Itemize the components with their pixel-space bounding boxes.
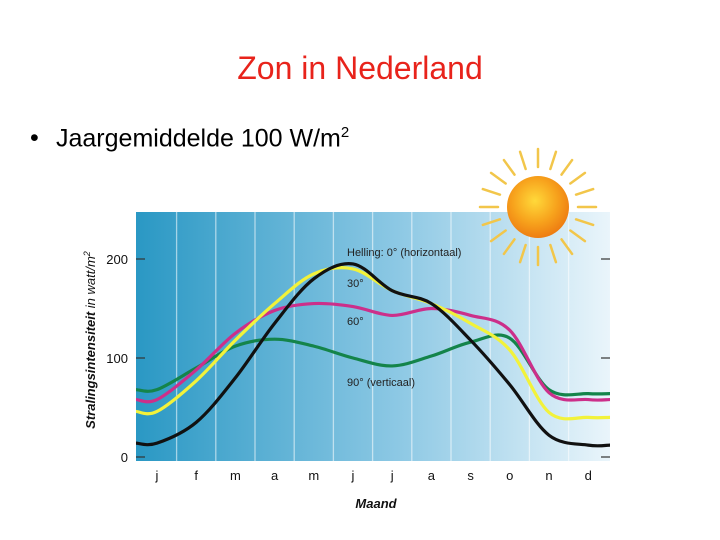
y-tick-label: 200 <box>106 252 128 267</box>
y-tick-label: 100 <box>106 351 128 366</box>
series-line <box>135 266 611 421</box>
y-axis-label-sup: 2 <box>82 251 92 257</box>
sun-ray <box>569 171 587 185</box>
x-tick-label: a <box>428 468 436 483</box>
x-tick-label: s <box>467 468 474 483</box>
sun-ray <box>560 158 574 176</box>
x-tick-label: n <box>545 468 552 483</box>
y-axis-label-rest: in watt/m <box>83 256 98 312</box>
sun-disc <box>507 176 569 238</box>
series-label: 60° <box>347 316 364 328</box>
x-tick-label: a <box>271 468 279 483</box>
sun-ray <box>489 171 507 185</box>
sun-ray <box>574 187 595 196</box>
sun-ray <box>518 243 527 264</box>
sun-ray <box>481 187 502 196</box>
sun-ray <box>549 243 558 264</box>
y-axis-label-bold: Stralingsintensiteit <box>83 311 98 429</box>
x-tick-label: j <box>351 468 355 483</box>
series-label: 30° <box>347 278 364 290</box>
sun-ray <box>502 158 516 176</box>
sun-ray <box>481 218 502 227</box>
series-lines <box>135 262 611 448</box>
y-axis-ticks: 0 100 200 <box>106 252 610 465</box>
sun-ray <box>549 150 558 171</box>
x-tick-label: f <box>194 468 198 483</box>
series-labels: Helling: 0° (horizontaal) 30° 60° 90° (vert… <box>347 247 461 389</box>
series-line <box>135 301 611 404</box>
x-tick-label: j <box>155 468 159 483</box>
sun-ray <box>518 150 527 171</box>
series-line <box>135 262 611 448</box>
x-tick-label: j <box>390 468 394 483</box>
sun-ray <box>502 238 516 256</box>
sun-ray <box>574 218 595 227</box>
slide-title: Zon in Nederland <box>237 50 483 86</box>
bullet-text: Jaargemiddelde 100 W/m <box>56 124 341 153</box>
bullet-dot-icon: • <box>30 124 39 153</box>
x-axis-label: Maand <box>355 496 397 511</box>
x-tick-label: m <box>308 468 319 483</box>
x-tick-label: m <box>230 468 241 483</box>
sun-icon <box>478 147 598 267</box>
x-tick-label: o <box>506 468 513 483</box>
bullet-point: • Jaargemiddelde 100 W/m2 <box>30 124 349 153</box>
sun-ray <box>560 238 574 256</box>
sun-ray <box>569 229 587 243</box>
x-tick-label: d <box>585 468 592 483</box>
bullet-superscript: 2 <box>340 124 350 141</box>
series-label: Helling: 0° (horizontaal) <box>347 247 461 259</box>
sun-ray <box>489 229 507 243</box>
y-axis-label: Stralingsintensiteit in watt/m2 <box>82 251 98 429</box>
series-label: 90° (verticaal) <box>347 377 415 389</box>
y-tick-label: 0 <box>121 450 128 465</box>
